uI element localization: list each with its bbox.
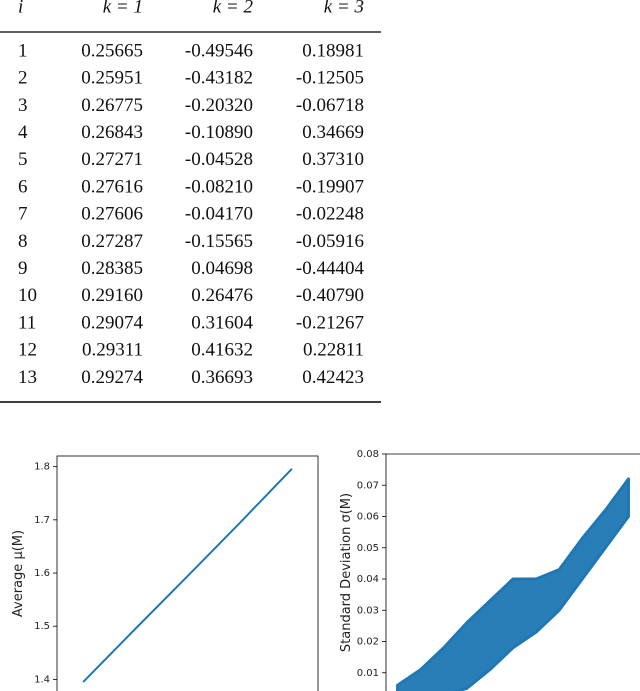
table-cell: -0.04170 (185, 204, 253, 225)
y-tick-label: 0.01 (357, 668, 379, 679)
data-band (396, 477, 630, 691)
table-cell: 0.26476 (191, 285, 253, 306)
table-cell: 11 (18, 312, 36, 333)
y-tick-label: 1.5 (34, 621, 50, 632)
table-cell: 0.25665 (81, 40, 143, 61)
table-cell: -0.44404 (296, 258, 365, 279)
table-cell: -0.40790 (296, 285, 364, 306)
table-cell: 0.27271 (81, 149, 143, 170)
table-cell: -0.15565 (185, 231, 253, 252)
table-cell: 0.22811 (303, 340, 364, 361)
y-tick-label: 0.03 (357, 605, 379, 616)
y-tick-label: 0.02 (357, 637, 379, 648)
table-cell: -0.08210 (185, 176, 253, 197)
table-cell: 2 (18, 68, 28, 89)
table-cell: 10 (18, 285, 37, 306)
table-cell: 6 (18, 176, 28, 197)
table-cell: -0.49546 (185, 40, 253, 61)
table-cell: 0.41632 (191, 340, 253, 361)
y-axis-label: Average μ(M) (11, 530, 26, 617)
y-tick-label: 0.05 (357, 543, 379, 554)
table-cell: 0.29274 (81, 367, 143, 388)
data-line (82, 468, 293, 683)
y-tick-label: 0.04 (357, 574, 379, 585)
table-cell: 0.28385 (81, 258, 143, 279)
table-cell: -0.06718 (296, 95, 364, 116)
table-cell: 5 (18, 149, 28, 170)
table-header: k = 1 (103, 0, 143, 17)
table-cell: -0.21267 (296, 312, 364, 333)
table-cell: 0.42423 (302, 367, 364, 388)
y-tick-label: 0.06 (357, 512, 379, 523)
y-tick-label: 0.07 (357, 480, 379, 491)
table-cell: -0.10890 (185, 122, 253, 143)
y-tick-label: 1.6 (34, 568, 50, 579)
table-header: i (18, 0, 23, 17)
table-cell: 0.36693 (191, 367, 253, 388)
table-cell: 0.31604 (191, 312, 253, 333)
table-header: k = 3 (324, 0, 364, 17)
table-cell: 1 (18, 40, 28, 61)
table-cell: 0.18981 (302, 40, 364, 61)
y-tick-label: 1.7 (34, 515, 50, 526)
table-cell: -0.04528 (185, 149, 253, 170)
table-cell: -0.12505 (296, 68, 364, 89)
y-tick-label: 1.4 (34, 674, 50, 685)
table-cell: 4 (18, 122, 28, 143)
table-cell: 7 (18, 204, 28, 225)
table-cell: 0.27606 (81, 204, 143, 225)
table-cell: -0.19907 (296, 176, 364, 197)
table-cell: 0.29074 (81, 312, 143, 333)
table-cell: 0.26775 (81, 95, 143, 116)
y-tick-label: 0.08 (357, 449, 379, 460)
table-cell: 13 (18, 367, 37, 388)
table-header: k = 2 (213, 0, 254, 17)
table-cell: 12 (18, 340, 37, 361)
y-tick-label: 1.8 (34, 462, 50, 473)
table-cell: 0.29160 (81, 285, 143, 306)
table-cell: 0.34669 (302, 122, 364, 143)
table-cell: 8 (18, 231, 28, 252)
table-cell: -0.05916 (296, 231, 364, 252)
table-cell: 0.29311 (82, 340, 143, 361)
table-cell: 0.27616 (81, 176, 143, 197)
y-axis-label: Standard Deviation σ(M) (339, 493, 354, 652)
table-cell: 3 (18, 95, 28, 116)
table-cell: 9 (18, 258, 28, 279)
table-cell: -0.20320 (185, 95, 253, 116)
table-cell: 0.27287 (81, 231, 143, 252)
table-cell: -0.02248 (296, 204, 364, 225)
table-cell: -0.43182 (185, 68, 253, 89)
table-cell: 0.25951 (81, 68, 143, 89)
plot-frame (56, 455, 319, 691)
table-cell: 0.26843 (81, 122, 143, 143)
table-cell: 0.04698 (191, 258, 253, 279)
table-cell: 0.37310 (302, 149, 364, 170)
